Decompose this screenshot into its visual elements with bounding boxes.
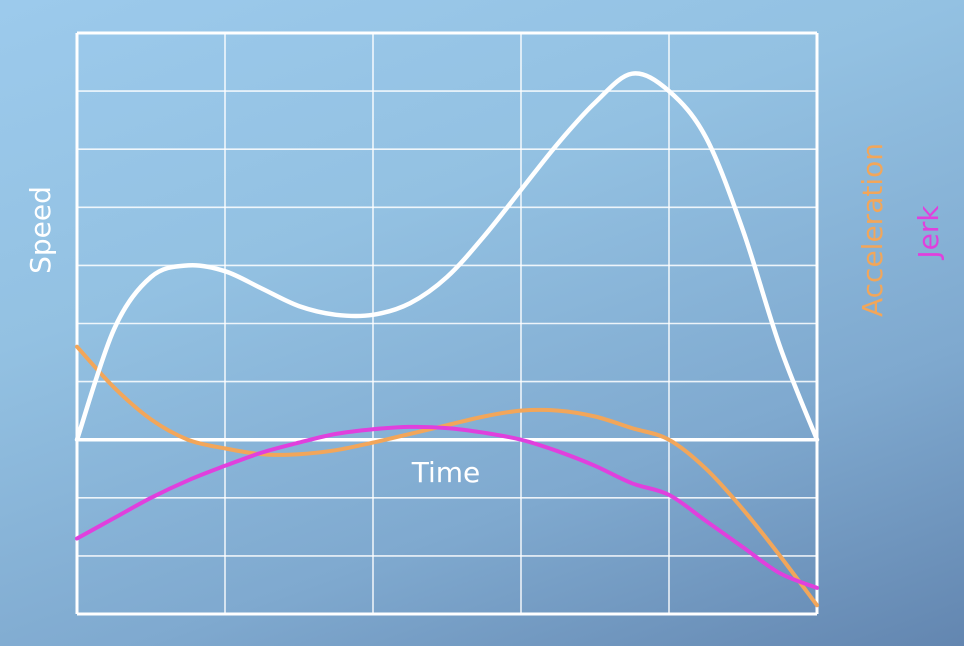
y-axis-label-speed: Speed: [24, 186, 57, 274]
series-lines: [74, 71, 820, 608]
series-line-speed: [74, 71, 820, 442]
grid: [75, 31, 819, 616]
series-line-jerk: [75, 424, 819, 590]
y-axis-label-jerk: Jerk: [912, 205, 945, 261]
x-axis-label-time: Time: [411, 456, 481, 489]
y-axis-label-acceleration: Acceleration: [856, 143, 889, 317]
series-line-acceleration: [75, 344, 819, 608]
